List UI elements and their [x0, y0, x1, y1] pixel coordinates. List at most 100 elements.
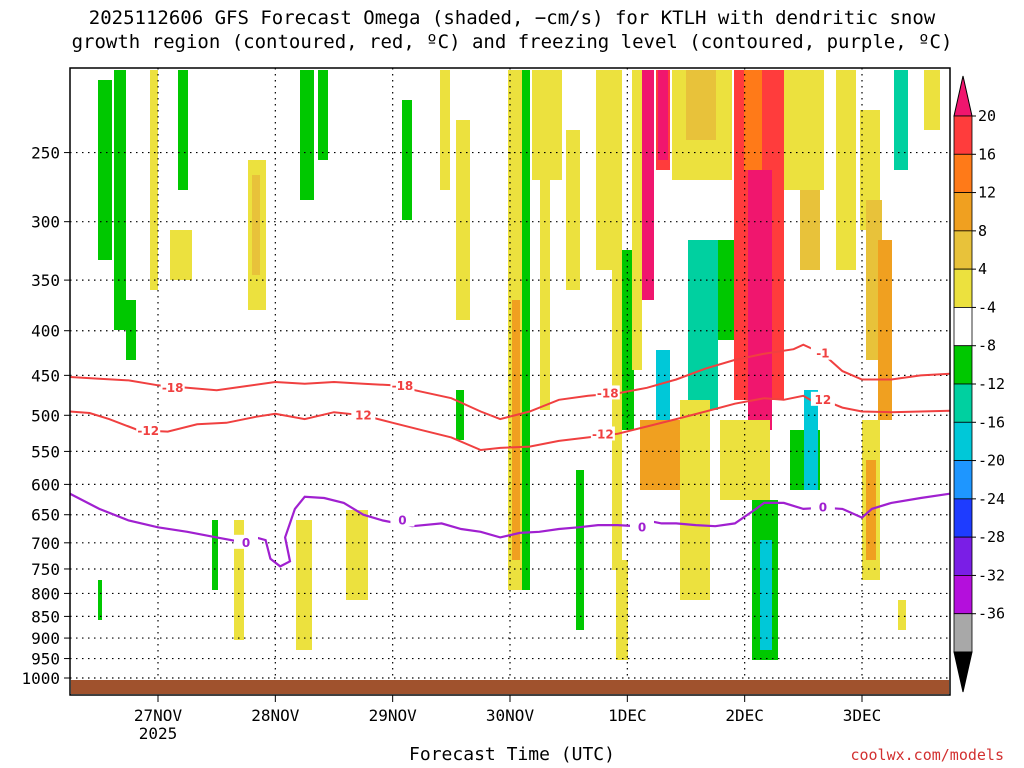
omega-cell [632, 70, 642, 370]
omega-cell [234, 520, 244, 640]
contour-label-minus12: -12 [137, 424, 159, 438]
y-tick-label: 700 [31, 534, 60, 553]
colorbar-label: 12 [978, 184, 996, 202]
colorbar-swatch [953, 115, 973, 155]
colorbar-label: 20 [978, 107, 996, 125]
x-axis-title: Forecast Time (UTC) [409, 744, 615, 765]
contour-label-bg [810, 345, 835, 360]
y-tick-label: 1000 [21, 669, 60, 688]
colorbar-label: -32 [978, 566, 1005, 584]
contour-label-bg [590, 426, 615, 441]
colorbar-swatch [953, 383, 973, 423]
omega-cell [658, 70, 668, 160]
omega-cell [98, 80, 112, 260]
y-tick-label: 250 [31, 144, 60, 163]
omega-cell [784, 70, 824, 190]
colorbar-label: -8 [978, 337, 996, 355]
contour-label-bg [351, 407, 376, 422]
omega-cell [566, 130, 580, 290]
omega-cell [456, 120, 470, 320]
contour-label-bg [390, 378, 415, 393]
omega-cell [640, 420, 680, 490]
y-tick-label: 400 [31, 322, 60, 341]
omega-cell [512, 300, 520, 560]
omega-cell [114, 70, 126, 330]
x-tick-label: 30NOV [486, 706, 535, 725]
omega-cell [98, 580, 102, 620]
omega-cell [688, 240, 718, 410]
colorbar-swatch [953, 192, 973, 232]
omega-cell [170, 230, 192, 280]
omega-cell [318, 70, 328, 160]
colorbar-swatch [953, 421, 973, 461]
x-tick-label: 27NOV [134, 706, 183, 725]
colorbar-label: -28 [978, 528, 1005, 546]
colorbar-label: 4 [978, 260, 987, 278]
omega-cell [612, 70, 622, 570]
chart-title-line1: 2025112606 GFS Forecast Omega (shaded, −… [88, 7, 936, 29]
contour-label-minus12: -12 [592, 428, 614, 442]
omega-shading [98, 70, 940, 660]
colorbar-swatch [953, 307, 973, 347]
y-tick-label: 650 [31, 506, 60, 525]
omega-cell [532, 70, 562, 180]
contour-label-bg [630, 519, 654, 534]
colorbar-top-arrow [953, 75, 973, 117]
omega-cell [616, 560, 628, 660]
colorbar-swatch [953, 345, 973, 385]
chart-title: 2025112606 GFS Forecast Omega (shaded, −… [0, 6, 1024, 54]
omega-cell [440, 70, 450, 190]
omega-cell [924, 70, 940, 130]
colorbar-bottom-arrow [953, 651, 973, 693]
omega-cell [760, 540, 772, 650]
omega-cell [720, 420, 770, 500]
y-tick-label: 350 [31, 271, 60, 290]
contour-label-freezing: 0 [819, 501, 827, 515]
colorbar-label: -12 [978, 375, 1005, 393]
y-tick-label: 500 [31, 406, 60, 425]
omega-cell [622, 250, 634, 430]
contour-label-minus12: 12 [815, 393, 832, 407]
contour-label-minus12: 12 [355, 408, 372, 422]
y-tick-label: 750 [31, 560, 60, 579]
omega-cell [642, 70, 654, 300]
ground-surface [71, 680, 949, 694]
contour-label-bg [595, 385, 620, 400]
contour-label-minus18: -18 [162, 381, 184, 395]
contour-label-bg [136, 422, 161, 437]
y-tick-label: 450 [31, 366, 60, 385]
y-tick-label: 950 [31, 650, 60, 669]
omega-cell [402, 100, 412, 220]
colorbar-label: -4 [978, 298, 996, 316]
y-axis: 250 300 350 400 450 500 550 600 650 700 750 800 850 9… [21, 144, 70, 688]
omega-cell [212, 520, 218, 590]
x-year-label: 2025 [139, 724, 178, 743]
omega-cell [680, 400, 710, 600]
contour-label-bg [160, 379, 185, 394]
omega-cell [656, 350, 670, 430]
omega-cell [836, 70, 856, 270]
contour-label-freezing: 0 [398, 514, 406, 528]
y-tick-label: 900 [31, 629, 60, 648]
x-axis: 27NOV 28NOV 29NOV 30NOV 1DEC 2DEC 3DEC 2025 [134, 695, 881, 743]
x-tick-label: 29NOV [369, 706, 418, 725]
omega-cell [894, 70, 908, 170]
contour-label-bg [390, 512, 415, 527]
x-tick-label: 28NOV [251, 706, 300, 725]
contour-label-bg [810, 499, 835, 514]
chart-title-line2: growth region (contoured, red, ºC) and f… [71, 31, 953, 53]
colorbar-swatch [953, 268, 973, 308]
omega-cell [178, 70, 188, 190]
colorbar-label: -24 [978, 490, 1005, 508]
x-tick-label: 2DEC [725, 706, 764, 725]
y-tick-label: 300 [31, 213, 60, 232]
y-tick-label: 850 [31, 607, 60, 626]
site-credit: coolwx.com/models [850, 746, 1004, 764]
y-tick-label: 800 [31, 584, 60, 603]
omega-cell [744, 70, 762, 170]
omega-cell [296, 520, 312, 650]
colorbar-label: -36 [978, 605, 1005, 623]
contour-label-bg [234, 534, 258, 549]
omega-cell [686, 70, 716, 140]
